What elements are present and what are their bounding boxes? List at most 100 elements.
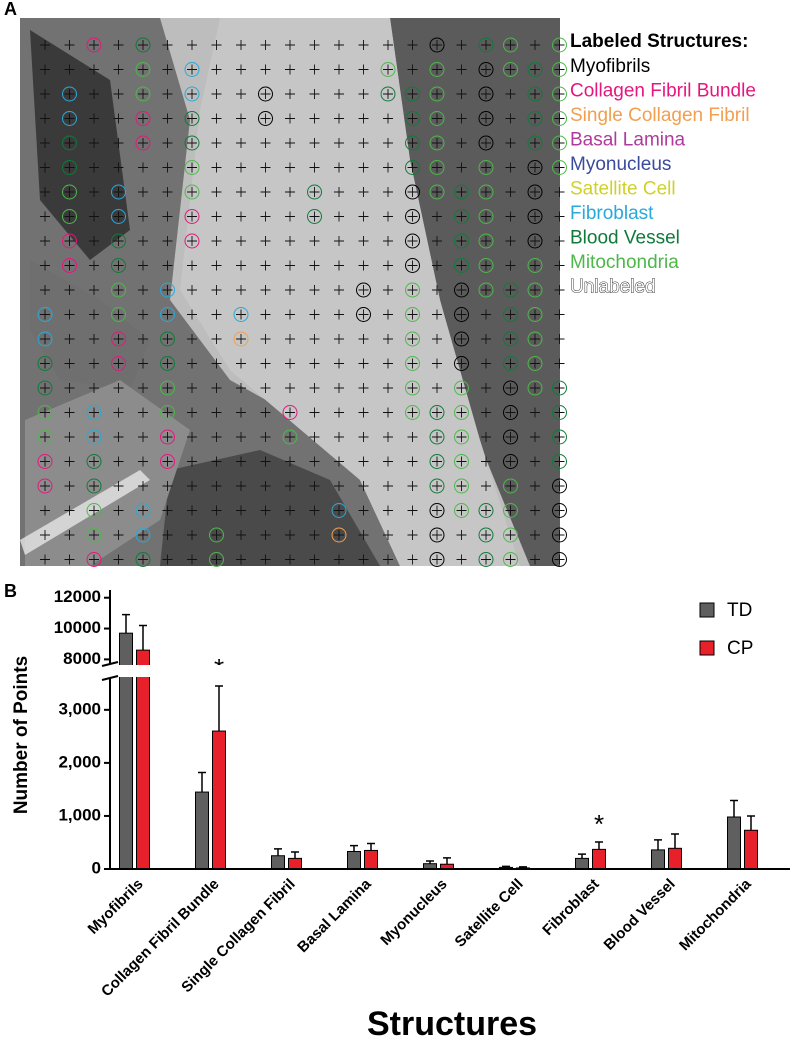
point-circle bbox=[405, 184, 420, 200]
point-circle bbox=[135, 552, 151, 567]
point-circle bbox=[184, 135, 200, 151]
point-circle bbox=[478, 160, 494, 175]
point-circle bbox=[86, 405, 102, 420]
chart: Myofibrils*Collagen Fibril BundleSingle … bbox=[11, 587, 790, 1043]
point-circle bbox=[527, 380, 543, 396]
y-tick-label: 2,000 bbox=[58, 752, 101, 771]
point-circle bbox=[552, 135, 567, 151]
point-circle bbox=[184, 62, 200, 77]
point-circle bbox=[62, 135, 77, 151]
point-circle bbox=[478, 135, 494, 151]
legend-title: Labeled Structures: bbox=[570, 31, 748, 52]
break-mark bbox=[101, 661, 119, 681]
y-tick-label: 10000 bbox=[54, 618, 101, 637]
point-circle bbox=[62, 160, 77, 175]
point-circle bbox=[86, 454, 102, 469]
error-bar bbox=[671, 833, 679, 849]
point-circle bbox=[405, 258, 420, 273]
point-circle bbox=[478, 552, 494, 567]
micrograph bbox=[20, 18, 567, 567]
point-circle bbox=[552, 111, 567, 126]
point-circle bbox=[429, 503, 445, 518]
point-circle bbox=[478, 37, 494, 53]
point-circle bbox=[454, 454, 469, 469]
point-circle bbox=[527, 233, 543, 249]
bar bbox=[668, 847, 682, 870]
point-circle bbox=[454, 258, 469, 273]
legend-item: Single Collagen Fibril bbox=[570, 105, 750, 126]
point-circle bbox=[405, 111, 420, 126]
legend-item: Unlabeled bbox=[570, 277, 656, 298]
point-circle bbox=[160, 380, 175, 396]
point-circle bbox=[331, 503, 347, 518]
point-circle bbox=[307, 184, 322, 200]
point-circle bbox=[405, 405, 420, 420]
point-circle bbox=[405, 160, 420, 175]
point-circle bbox=[258, 111, 273, 126]
point-circle bbox=[503, 62, 518, 77]
legend-item: Myonucleus bbox=[570, 154, 671, 175]
point-circle bbox=[552, 478, 567, 494]
y-tick-label: 8000 bbox=[63, 649, 101, 668]
point-circle bbox=[503, 429, 518, 445]
point-circle bbox=[478, 233, 494, 249]
point-circle bbox=[209, 527, 224, 543]
point-circle bbox=[282, 429, 298, 445]
point-circle bbox=[160, 307, 175, 322]
point-circle bbox=[233, 307, 249, 322]
point-circle bbox=[454, 405, 469, 420]
error-bar bbox=[730, 799, 738, 818]
point-circle bbox=[37, 380, 53, 396]
point-circle bbox=[184, 209, 200, 224]
point-circle bbox=[37, 478, 53, 494]
point-circle bbox=[111, 258, 126, 273]
error-bar bbox=[122, 613, 130, 634]
error-bar bbox=[595, 841, 603, 850]
point-circle bbox=[552, 405, 567, 420]
point-circle bbox=[454, 478, 469, 494]
point-circle bbox=[405, 135, 420, 151]
point-circle bbox=[86, 37, 102, 53]
point-circle bbox=[160, 356, 175, 371]
point-circle bbox=[160, 454, 175, 469]
point-circle bbox=[135, 135, 151, 151]
point-circle bbox=[429, 62, 445, 77]
point-circle bbox=[454, 503, 469, 518]
point-circle bbox=[37, 307, 53, 322]
point-circle bbox=[37, 331, 53, 347]
point-circle bbox=[527, 184, 543, 200]
point-circle bbox=[86, 527, 102, 543]
point-circle bbox=[37, 356, 53, 371]
point-circle bbox=[429, 478, 445, 494]
x-tick-label: Mitochondria bbox=[676, 875, 755, 954]
error-bar bbox=[654, 839, 662, 850]
point-circle bbox=[454, 429, 469, 445]
point-circle bbox=[184, 160, 200, 175]
point-circle bbox=[503, 37, 518, 53]
bar bbox=[364, 849, 378, 870]
point-circle bbox=[209, 552, 224, 567]
point-circle bbox=[429, 86, 445, 102]
point-circle bbox=[111, 331, 126, 347]
point-circle bbox=[552, 37, 567, 53]
legend-swatch bbox=[699, 640, 715, 656]
x-tick-label: Basal Lamina bbox=[294, 875, 375, 956]
x-axis-label: Structures bbox=[367, 1005, 537, 1043]
bar bbox=[592, 848, 606, 870]
error-bar bbox=[426, 860, 434, 864]
y-axis-label: Number of Points bbox=[11, 656, 32, 814]
point-circle bbox=[160, 429, 175, 445]
bar bbox=[271, 855, 285, 870]
point-circle bbox=[37, 429, 53, 445]
legend-item: Fibroblast bbox=[570, 203, 654, 224]
point-circle bbox=[86, 552, 102, 567]
point-circle bbox=[160, 282, 175, 298]
point-circle bbox=[405, 380, 420, 396]
point-circle bbox=[135, 62, 151, 77]
point-circle bbox=[405, 331, 420, 347]
point-circle bbox=[527, 209, 543, 224]
point-circle bbox=[527, 356, 543, 371]
point-circle bbox=[478, 86, 494, 102]
point-circle bbox=[135, 111, 151, 126]
point-circle bbox=[552, 380, 567, 396]
